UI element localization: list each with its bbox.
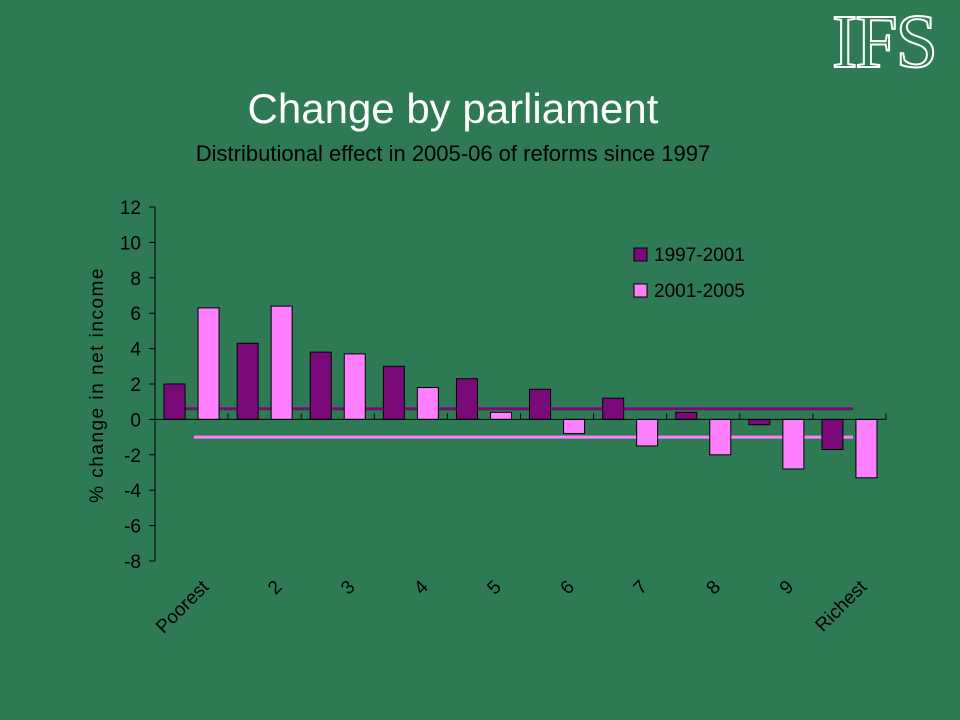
bar-1997-2001 (748, 418, 771, 426)
page-title: Change by parliament (247, 85, 659, 132)
bar-2001-2005 (416, 387, 439, 420)
legend: 1997-2001 2001-2005 (633, 245, 745, 302)
x-tick-label: 8 (703, 577, 725, 599)
legend-label: 2001-2005 (654, 281, 745, 302)
y-tick-label: 8 (130, 269, 141, 290)
y-tick-label: -6 (124, 517, 141, 538)
legend-swatch (633, 283, 648, 298)
y-tick-label: 12 (120, 198, 141, 219)
y-axis-label: % change in net income (87, 267, 108, 503)
x-tick-label: 2 (264, 577, 286, 599)
bar-2001-2005 (636, 418, 659, 447)
x-tick-label: 5 (483, 577, 505, 599)
bar-2001-2005 (782, 418, 805, 470)
y-tick-label: 4 (130, 340, 141, 361)
x-tick-label: Poorest (152, 576, 214, 638)
bar-2001-2005 (197, 307, 220, 420)
bar-1997-2001 (163, 383, 186, 420)
y-tick-label: 0 (130, 410, 141, 431)
bar-1997-2001 (455, 378, 478, 420)
x-tick-label: 9 (776, 577, 798, 599)
legend-swatch (633, 247, 648, 262)
page-subtitle: Distributional effect in 2005-06 of refo… (195, 141, 711, 166)
y-tick-label: -4 (124, 481, 141, 502)
x-tick-label: 4 (410, 576, 433, 599)
x-tick-label: 6 (557, 577, 579, 599)
bar-2001-2005 (709, 418, 732, 456)
y-tick-label: 10 (120, 233, 141, 254)
bar-2001-2005 (855, 418, 878, 479)
x-tick-label: 3 (337, 577, 359, 599)
y-tick-label: 6 (130, 304, 141, 325)
bar-1997-2001 (382, 365, 405, 420)
bar-1997-2001 (236, 342, 259, 420)
y-tick-label: 2 (130, 375, 141, 396)
x-tick-label: Richest (812, 576, 872, 636)
bar-1997-2001 (821, 418, 844, 450)
bar-1997-2001 (602, 397, 625, 420)
bar-2001-2005 (343, 353, 366, 420)
y-tick-label: -2 (124, 446, 141, 467)
x-tick-label: 7 (630, 577, 652, 599)
bar-1997-2001 (309, 351, 332, 420)
bar-1997-2001 (529, 388, 552, 420)
bar-2001-2005 (270, 305, 293, 420)
y-tick-label: -8 (124, 552, 141, 573)
bar-1997-2001 (675, 411, 698, 420)
ifs-logo: IFS (831, 0, 939, 84)
bar-2001-2005 (563, 418, 586, 435)
legend-label: 1997-2001 (654, 245, 745, 266)
bar-2001-2005 (489, 411, 512, 420)
